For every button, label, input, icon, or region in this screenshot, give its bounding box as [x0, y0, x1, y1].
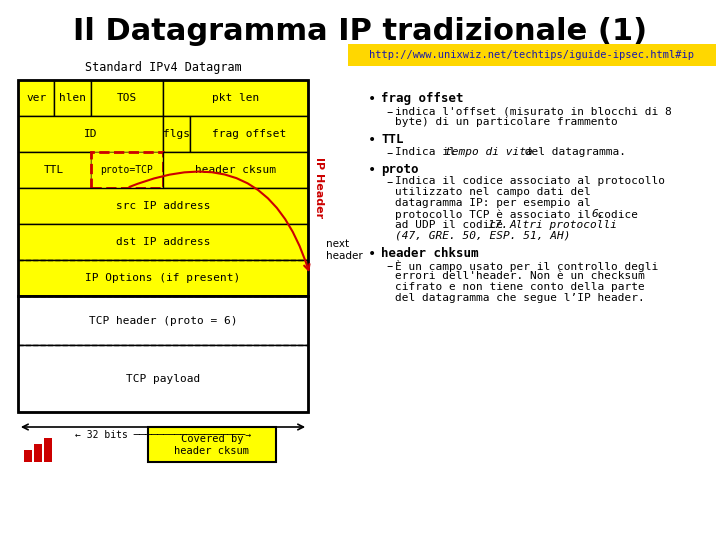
Text: hlen: hlen — [59, 93, 86, 103]
Bar — [18, 80, 54, 116]
Text: TTL: TTL — [44, 165, 64, 175]
Bar — [18, 152, 91, 188]
Text: header chksum: header chksum — [381, 247, 479, 260]
Text: dst IP address: dst IP address — [116, 237, 210, 247]
Bar — [18, 296, 308, 345]
Text: protocollo TCP è associato il codice: protocollo TCP è associato il codice — [395, 209, 644, 219]
Text: indica l'offset (misurato in blocchi di 8: indica l'offset (misurato in blocchi di … — [395, 106, 672, 116]
Bar — [18, 116, 163, 152]
Bar — [18, 224, 308, 260]
Text: utilizzato nel campo dati del: utilizzato nel campo dati del — [395, 187, 590, 197]
Text: Altri protocolli: Altri protocolli — [510, 220, 618, 230]
Bar — [18, 296, 308, 412]
Text: next
header: next header — [326, 239, 363, 261]
Text: TCP header (proto = 6): TCP header (proto = 6) — [89, 315, 238, 326]
Text: •: • — [368, 247, 377, 261]
Text: –: – — [386, 106, 392, 119]
Bar — [163, 152, 308, 188]
Bar — [34, 444, 42, 462]
Bar — [163, 80, 308, 116]
Text: cifrato e non tiene conto della parte: cifrato e non tiene conto della parte — [395, 282, 644, 292]
Text: Indica il codice associato al protocollo: Indica il codice associato al protocollo — [395, 176, 665, 186]
Text: ver: ver — [26, 93, 46, 103]
Bar — [54, 80, 91, 116]
Bar — [24, 450, 32, 462]
Text: –: – — [386, 147, 392, 160]
Text: byte) di un particolare frammento: byte) di un particolare frammento — [395, 117, 618, 127]
Text: http://www.unixwiz.net/techtips/iguide-ipsec.html#ip: http://www.unixwiz.net/techtips/iguide-i… — [369, 50, 695, 60]
Text: Indica il: Indica il — [395, 147, 462, 157]
Text: del datagramma.: del datagramma. — [518, 147, 626, 157]
Text: flgs: flgs — [163, 129, 190, 139]
Bar — [44, 438, 52, 462]
Bar — [91, 152, 163, 188]
Text: IP Options (if present): IP Options (if present) — [86, 273, 240, 283]
Bar — [190, 116, 308, 152]
Text: •: • — [368, 92, 377, 106]
Bar — [163, 116, 190, 152]
Text: TOS: TOS — [117, 93, 137, 103]
Text: ID: ID — [84, 129, 97, 139]
Bar — [91, 80, 163, 116]
Text: frag offset: frag offset — [381, 92, 464, 105]
Text: 17.: 17. — [488, 220, 515, 230]
Text: pkt len: pkt len — [212, 93, 259, 103]
Text: tempo di vita: tempo di vita — [445, 147, 533, 157]
Text: del datagramma che segue l’IP header.: del datagramma che segue l’IP header. — [395, 293, 644, 303]
Text: •: • — [368, 163, 377, 177]
Text: –: – — [386, 176, 392, 189]
Text: È un campo usato per il controllo degli: È un campo usato per il controllo degli — [395, 260, 658, 272]
Text: (47, GRE. 50, ESP. 51, AH): (47, GRE. 50, ESP. 51, AH) — [395, 231, 570, 241]
Bar — [348, 44, 716, 66]
Text: Standard IPv4 Datagram: Standard IPv4 Datagram — [85, 62, 241, 75]
Text: –: – — [386, 260, 392, 273]
Text: TCP payload: TCP payload — [126, 374, 200, 383]
Bar — [148, 427, 276, 462]
Text: proto=TCP: proto=TCP — [100, 165, 153, 175]
Text: header cksum: header cksum — [195, 165, 276, 175]
Text: Covered by
header cksum: Covered by header cksum — [174, 434, 250, 456]
Bar — [18, 260, 308, 296]
Text: ← 32 bits ───────────────────→: ← 32 bits ───────────────────→ — [75, 430, 251, 440]
Text: datagramma IP: per esempio al: datagramma IP: per esempio al — [395, 198, 590, 208]
Text: ad UDP il codice: ad UDP il codice — [395, 220, 510, 230]
Text: Il Datagramma IP tradizionale (1): Il Datagramma IP tradizionale (1) — [73, 17, 647, 46]
Text: 6,: 6, — [591, 209, 605, 219]
Text: TTL: TTL — [381, 133, 403, 146]
Bar — [18, 345, 308, 412]
Bar — [18, 80, 308, 296]
Text: errori dell'header. Non è un checksum: errori dell'header. Non è un checksum — [395, 271, 644, 281]
Text: proto: proto — [381, 163, 418, 176]
Text: •: • — [368, 133, 377, 147]
Text: IP Header: IP Header — [314, 158, 324, 219]
Text: frag offset: frag offset — [212, 129, 287, 139]
Text: src IP address: src IP address — [116, 201, 210, 211]
Bar — [18, 188, 308, 224]
